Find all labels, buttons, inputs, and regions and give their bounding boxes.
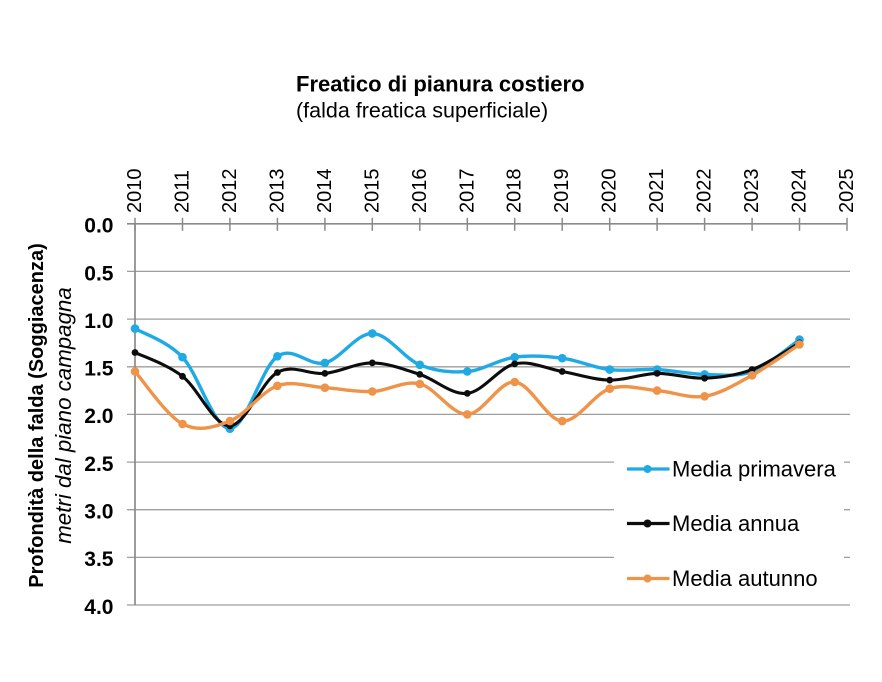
svg-text:0.5: 0.5 xyxy=(84,262,114,285)
svg-text:Media annua: Media annua xyxy=(672,511,800,536)
svg-text:4.0: 4.0 xyxy=(84,596,113,619)
svg-text:Profondità della falda (Soggia: Profondità della falda (Soggiacenza) xyxy=(26,243,48,588)
svg-text:1.5: 1.5 xyxy=(84,358,114,381)
svg-text:2013: 2013 xyxy=(266,169,288,214)
svg-text:2014: 2014 xyxy=(314,169,336,214)
svg-text:2025: 2025 xyxy=(836,169,858,214)
svg-text:2024: 2024 xyxy=(789,169,811,214)
svg-text:2022: 2022 xyxy=(694,169,716,214)
svg-text:Freatico di pianura costiero: Freatico di pianura costiero xyxy=(296,72,585,97)
svg-text:Media autunno: Media autunno xyxy=(672,566,818,591)
svg-text:2023: 2023 xyxy=(741,169,763,214)
svg-text:2.0: 2.0 xyxy=(84,405,113,428)
svg-text:Media primavera: Media primavera xyxy=(672,457,837,482)
svg-text:2018: 2018 xyxy=(504,169,526,214)
svg-text:2015: 2015 xyxy=(361,169,383,214)
svg-text:2012: 2012 xyxy=(219,169,241,214)
svg-text:2017: 2017 xyxy=(456,169,478,214)
svg-text:2016: 2016 xyxy=(409,169,431,214)
svg-text:2019: 2019 xyxy=(551,169,573,214)
svg-text:2011: 2011 xyxy=(172,170,194,213)
svg-text:3.0: 3.0 xyxy=(84,501,113,524)
svg-text:2020: 2020 xyxy=(599,169,621,214)
svg-text:2.5: 2.5 xyxy=(84,453,114,476)
svg-text:2021: 2021 xyxy=(646,169,668,214)
svg-text:1.0: 1.0 xyxy=(84,310,113,333)
svg-text:2010: 2010 xyxy=(124,169,146,214)
svg-text:0.0: 0.0 xyxy=(84,215,113,238)
svg-text:metri dal piano campagna: metri dal piano campagna xyxy=(51,287,76,544)
svg-text:(falda freatica superficiale): (falda freatica superficiale) xyxy=(296,99,548,123)
svg-text:3.5: 3.5 xyxy=(84,548,114,571)
